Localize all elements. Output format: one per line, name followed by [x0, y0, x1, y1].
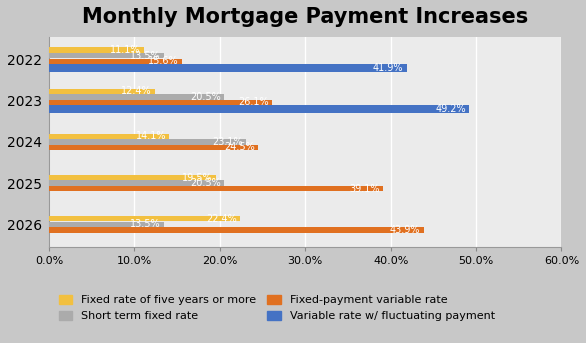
- Bar: [49, 100, 272, 105]
- Bar: [49, 222, 164, 227]
- Text: 39.1%: 39.1%: [349, 184, 380, 194]
- Text: 24.5%: 24.5%: [224, 142, 255, 152]
- Bar: [49, 139, 246, 145]
- Text: 20.5%: 20.5%: [190, 178, 221, 188]
- Text: 41.9%: 41.9%: [373, 63, 403, 73]
- Text: 12.4%: 12.4%: [121, 86, 152, 96]
- Text: 14.1%: 14.1%: [135, 131, 166, 141]
- Text: 11.1%: 11.1%: [110, 45, 141, 55]
- Bar: [49, 134, 169, 139]
- Text: 23.1%: 23.1%: [212, 137, 243, 147]
- Bar: [49, 175, 216, 180]
- Bar: [49, 53, 164, 58]
- Text: 13.5%: 13.5%: [130, 219, 161, 229]
- Bar: [49, 105, 469, 113]
- Bar: [49, 59, 182, 64]
- Bar: [49, 145, 258, 150]
- Bar: [49, 94, 224, 99]
- Text: 15.6%: 15.6%: [148, 56, 179, 66]
- Text: 20.5%: 20.5%: [190, 92, 221, 102]
- Text: 22.4%: 22.4%: [206, 214, 237, 224]
- Text: 49.2%: 49.2%: [435, 104, 466, 114]
- Bar: [49, 88, 155, 94]
- Bar: [49, 64, 407, 72]
- Title: Monthly Mortgage Payment Increases: Monthly Mortgage Payment Increases: [82, 7, 529, 27]
- Bar: [49, 186, 383, 191]
- Text: 13.5%: 13.5%: [130, 51, 161, 61]
- Bar: [49, 180, 224, 186]
- Text: 43.9%: 43.9%: [390, 225, 421, 235]
- Bar: [49, 227, 424, 233]
- Text: 26.1%: 26.1%: [238, 97, 268, 107]
- Text: 19.5%: 19.5%: [182, 173, 212, 182]
- Bar: [49, 47, 144, 53]
- Bar: [49, 216, 240, 222]
- Legend: Fixed rate of five years or more, Short term fixed rate, Fixed-payment variable : Fixed rate of five years or more, Short …: [54, 290, 499, 326]
